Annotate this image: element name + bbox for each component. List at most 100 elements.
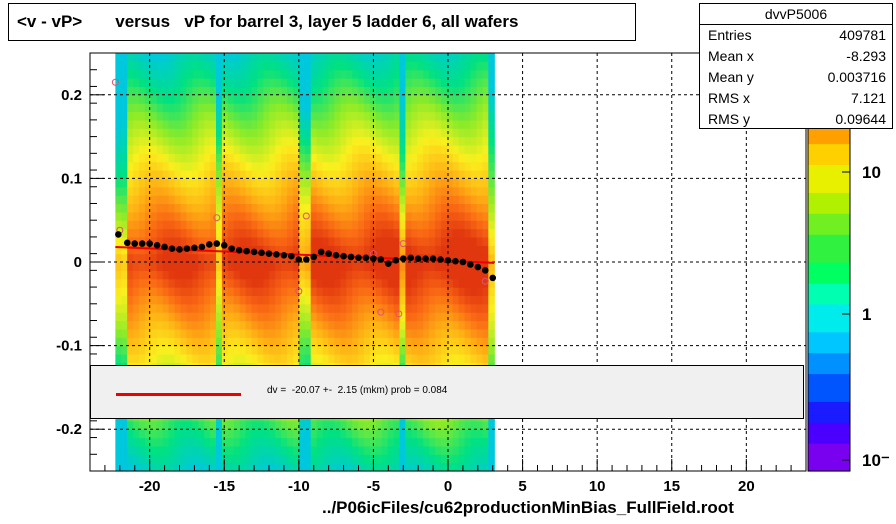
heatmap-cell — [292, 111, 300, 121]
profile-point — [243, 247, 250, 255]
heatmap-cell — [470, 111, 478, 121]
heatmap-cell — [156, 345, 164, 355]
heatmap-cell — [204, 295, 211, 305]
heatmap-cell — [245, 454, 253, 464]
heatmap-cell — [458, 462, 466, 472]
heatmap-cell — [239, 462, 247, 472]
heatmap-cell — [476, 295, 484, 305]
heatmap-cell — [352, 103, 359, 113]
heatmap-cell — [227, 295, 235, 305]
heatmap-cell — [204, 454, 211, 464]
heatmap-cell — [292, 270, 300, 280]
heatmap-cell — [464, 186, 472, 196]
heatmap-cell — [215, 161, 223, 171]
heatmap-cell — [210, 295, 217, 305]
heatmap-cell — [423, 312, 430, 322]
heatmap-cell — [304, 195, 312, 205]
heatmap-cell — [239, 228, 247, 238]
heatmap-cell — [204, 119, 211, 129]
heatmap-cell — [405, 94, 412, 104]
heatmap-cell — [375, 303, 383, 313]
heatmap-cell — [245, 61, 253, 71]
heatmap-cell — [263, 337, 270, 347]
heatmap-cell — [198, 295, 205, 305]
heatmap-cell — [292, 61, 300, 71]
heatmap-cell — [292, 103, 300, 113]
heatmap-cell — [476, 103, 484, 113]
heatmap-cell — [375, 144, 383, 154]
heatmap-cell — [292, 161, 300, 171]
colorbar-band — [808, 199, 850, 207]
heatmap-cell — [328, 312, 336, 322]
heatmap-cell — [150, 236, 158, 246]
heatmap-cell — [440, 178, 448, 188]
heatmap-cell — [180, 287, 187, 297]
heatmap-cell — [470, 61, 478, 71]
heatmap-cell — [316, 153, 324, 163]
heatmap-cell — [328, 94, 336, 104]
heatmap-cell — [263, 437, 270, 447]
heatmap-cell — [328, 211, 336, 221]
heatmap-cell — [233, 328, 241, 338]
colorbar-label: 10⁻ — [862, 451, 890, 470]
heatmap-cell — [458, 353, 466, 363]
heatmap-cell — [488, 328, 495, 338]
heatmap-cell — [204, 211, 211, 221]
heatmap-cell — [435, 61, 442, 71]
heatmap-cell — [239, 345, 247, 355]
heatmap-cell — [150, 153, 158, 163]
heatmap-cell — [156, 94, 164, 104]
heatmap-cell — [346, 295, 353, 305]
heatmap-cell — [198, 170, 205, 179]
heatmap-cell — [346, 337, 353, 347]
profile-point — [131, 240, 139, 247]
heatmap-cell — [233, 228, 241, 238]
heatmap-cell — [287, 170, 294, 179]
heatmap-cell — [322, 278, 330, 288]
heatmap-cell — [281, 445, 288, 455]
heatmap-cell — [198, 220, 205, 230]
heatmap-cell — [127, 278, 134, 288]
heatmap-cell — [387, 178, 395, 188]
heatmap-cell — [435, 211, 442, 221]
heatmap-cell — [488, 287, 495, 297]
heatmap-cell — [245, 128, 253, 138]
heatmap-cell — [251, 303, 259, 313]
heatmap-cell — [304, 128, 312, 138]
profile-point — [452, 257, 459, 265]
heatmap-cell — [233, 119, 241, 129]
heatmap-cell — [263, 328, 270, 338]
heatmap-cell — [292, 78, 300, 88]
heatmap-cell — [358, 445, 365, 455]
heatmap-cell — [446, 303, 454, 313]
heatmap-cell — [352, 429, 359, 439]
heatmap-cell — [162, 61, 170, 71]
heatmap-cell — [458, 203, 466, 213]
heatmap-cell — [215, 420, 223, 430]
heatmap-cell — [310, 287, 318, 297]
heatmap-cell — [375, 320, 383, 330]
heatmap-cell — [340, 111, 347, 121]
heatmap-cell — [334, 295, 341, 305]
heatmap-cell — [322, 345, 330, 355]
heatmap-cell — [423, 178, 430, 188]
heatmap-cell — [375, 437, 383, 447]
heatmap-cell — [269, 312, 276, 322]
heatmap-cell — [440, 312, 448, 322]
heatmap-cell — [174, 69, 182, 79]
heatmap-cell — [192, 337, 199, 347]
heatmap-cell — [423, 195, 430, 205]
heatmap-cell — [476, 86, 484, 96]
heatmap-cell — [257, 270, 264, 280]
heatmap-cell — [133, 320, 140, 330]
heatmap-cell — [275, 245, 282, 255]
heatmap-cell — [464, 178, 472, 188]
heatmap-cell — [210, 454, 217, 464]
heatmap-cell — [186, 420, 193, 430]
heatmap-cell — [263, 103, 270, 113]
heatmap-cell — [435, 170, 442, 179]
heatmap-cell — [310, 161, 318, 171]
heatmap-cell — [435, 420, 442, 430]
heatmap-cell — [239, 153, 247, 163]
